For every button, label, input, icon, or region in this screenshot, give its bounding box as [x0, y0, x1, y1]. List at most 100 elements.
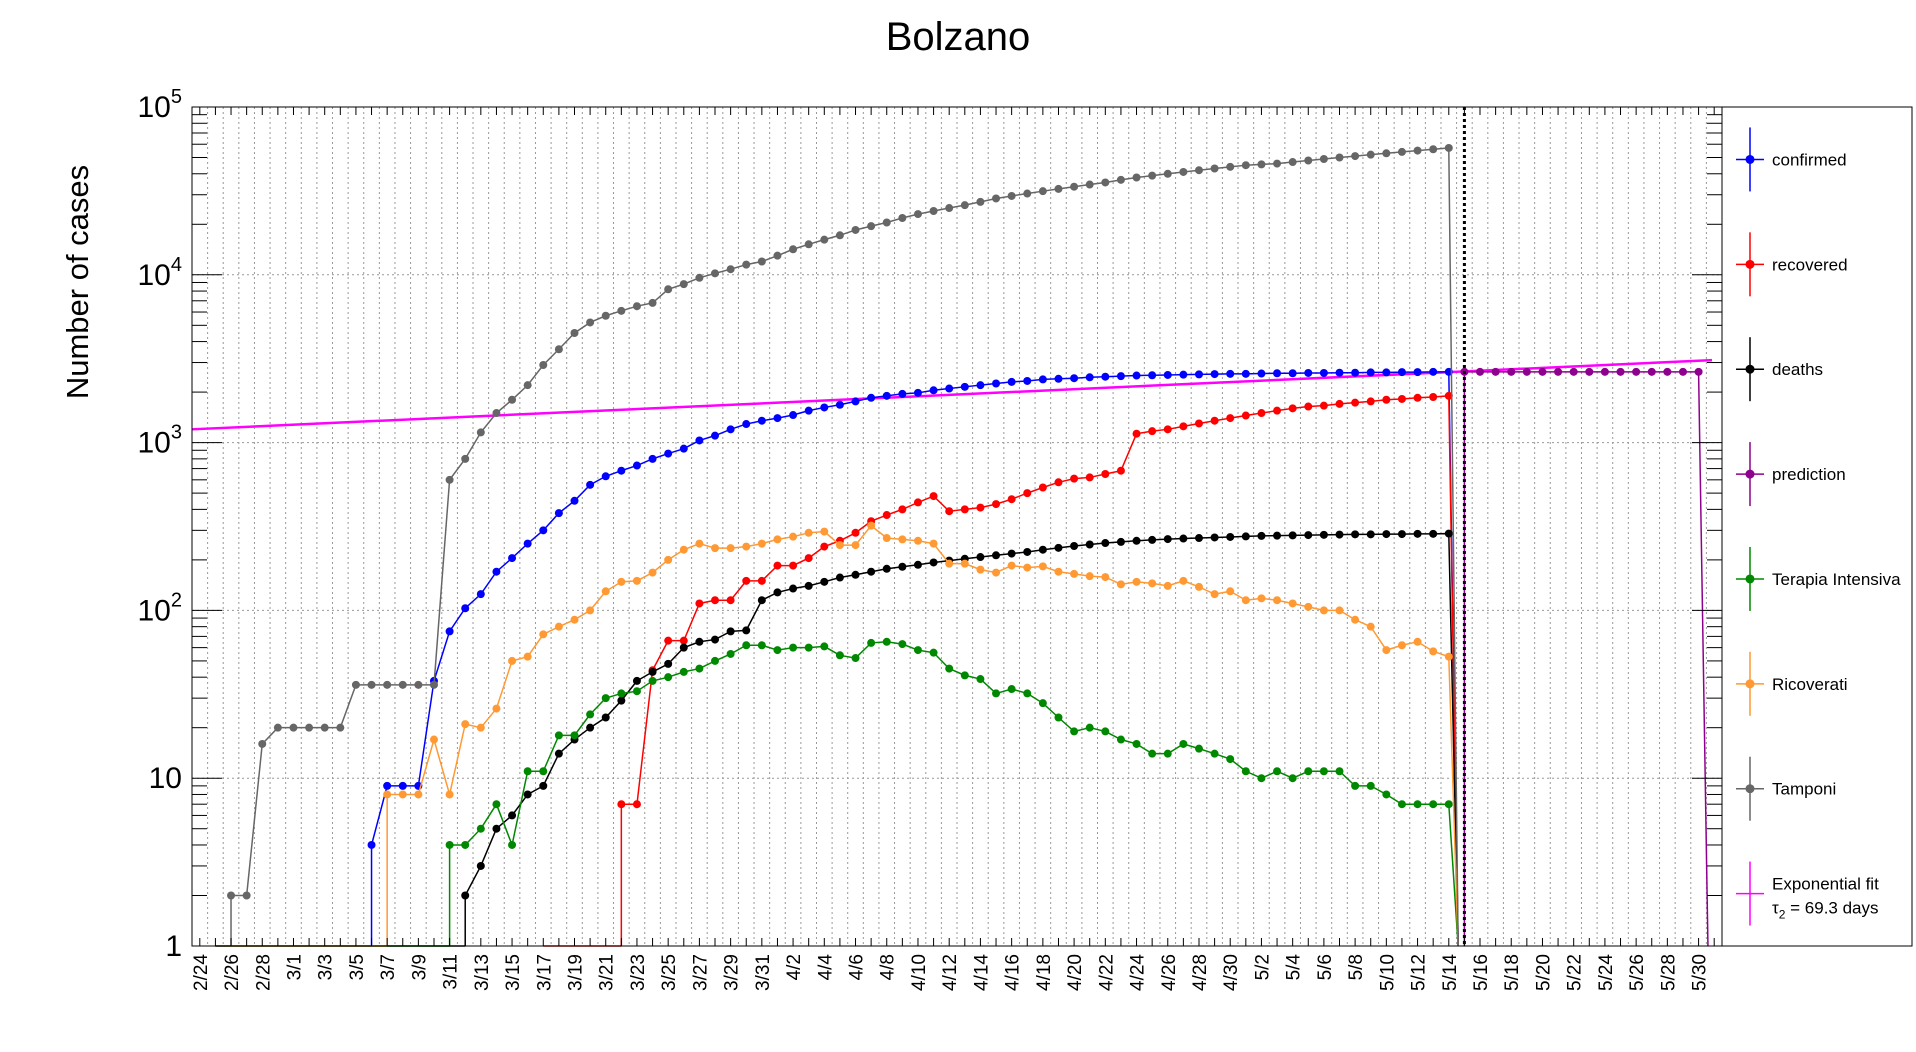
data-point-ricoverati — [1241, 596, 1250, 605]
x-tick-label: 3/1 — [284, 954, 305, 980]
fit-tau-subscript: 2 — [1779, 908, 1786, 922]
x-tick-label: 5/28 — [1658, 954, 1679, 991]
data-point-terapia-intensiva — [1007, 685, 1016, 694]
data-point-recovered — [789, 561, 798, 570]
data-point-terapia-intensiva — [820, 642, 829, 651]
data-point-tamponi — [976, 197, 985, 206]
data-point-recovered — [1226, 414, 1235, 423]
data-point-terapia-intensiva — [1054, 713, 1063, 722]
x-tick-label: 5/4 — [1284, 954, 1305, 981]
x-tick-label: 4/2 — [784, 954, 805, 980]
y-tick-label: 104 — [138, 254, 183, 292]
data-point-tamponi — [1273, 159, 1282, 168]
data-point-tamponi — [851, 225, 860, 234]
data-point-tamponi — [367, 680, 376, 689]
data-point-confirmed — [882, 391, 891, 400]
data-point-deaths — [1101, 539, 1110, 548]
data-point-tamponi — [804, 240, 813, 249]
data-point-ricoverati — [492, 704, 501, 713]
data-point-tamponi — [1163, 169, 1172, 178]
data-point-confirmed — [445, 627, 454, 636]
data-point-ricoverati — [1194, 582, 1203, 591]
data-point-deaths — [492, 824, 501, 833]
data-point-confirmed — [1085, 373, 1094, 382]
data-point-confirmed — [570, 496, 579, 505]
y-tick-label: 103 — [138, 422, 183, 460]
data-point-tamponi — [539, 361, 548, 370]
data-point-tamponi — [929, 207, 938, 216]
data-point-ricoverati — [742, 542, 751, 551]
data-point-deaths — [695, 637, 704, 646]
data-point-deaths — [1023, 547, 1032, 556]
data-point-confirmed — [664, 449, 673, 458]
x-tick-label: 3/13 — [472, 954, 493, 991]
data-point-tamponi — [1054, 184, 1063, 193]
data-point-ricoverati — [1085, 572, 1094, 581]
data-point-terapia-intensiva — [1210, 749, 1219, 758]
data-point-deaths — [1226, 532, 1235, 541]
data-point-tamponi — [992, 194, 1001, 203]
data-point-ricoverati — [1054, 567, 1063, 576]
legend-label: Terapia Intensiva — [1772, 570, 1901, 589]
series-line-prediction — [1463, 371, 1709, 947]
data-point-terapia-intensiva — [1148, 749, 1157, 758]
data-point-confirmed — [1116, 372, 1125, 381]
data-point-deaths — [1304, 531, 1313, 540]
data-point-terapia-intensiva — [1132, 739, 1141, 748]
data-point-deaths — [789, 584, 798, 593]
legend-marker — [1745, 784, 1755, 794]
data-point-tamponi — [664, 285, 673, 294]
data-point-recovered — [1116, 466, 1125, 475]
data-point-recovered — [1085, 473, 1094, 482]
data-point-terapia-intensiva — [1257, 774, 1266, 783]
data-point-ricoverati — [789, 532, 798, 541]
legend-marker — [1745, 469, 1755, 479]
data-point-ricoverati — [1319, 606, 1328, 615]
legend-label-fit-param: τ2 = 69.3 days — [1772, 899, 1879, 922]
data-point-ricoverati — [882, 534, 891, 543]
data-point-prediction — [1522, 367, 1531, 376]
data-point-deaths — [1366, 530, 1375, 539]
data-point-terapia-intensiva — [1319, 767, 1328, 776]
data-point-tamponi — [523, 381, 532, 390]
data-point-recovered — [1023, 489, 1032, 498]
data-point-ricoverati — [820, 527, 829, 536]
data-point-tamponi — [1007, 191, 1016, 200]
data-point-confirmed — [726, 425, 735, 434]
x-tick-label: 4/14 — [971, 954, 992, 991]
data-point-confirmed — [586, 480, 595, 489]
data-point-tamponi — [742, 260, 751, 269]
data-point-terapia-intensiva — [945, 664, 954, 673]
data-point-terapia-intensiva — [1288, 774, 1297, 783]
x-tick-label: 3/3 — [316, 954, 337, 980]
data-point-confirmed — [383, 781, 392, 790]
data-point-confirmed — [898, 389, 907, 398]
data-point-prediction — [1600, 367, 1609, 376]
data-point-terapia-intensiva — [1116, 735, 1125, 744]
data-point-recovered — [1210, 416, 1219, 425]
y-axis-label: Number of cases — [60, 165, 95, 399]
data-point-ricoverati — [1366, 622, 1375, 631]
data-point-ricoverati — [851, 541, 860, 550]
data-point-recovered — [1413, 393, 1422, 402]
x-tick-label: 5/22 — [1565, 954, 1586, 991]
data-point-deaths — [632, 676, 641, 685]
data-point-tamponi — [632, 302, 641, 311]
data-point-ricoverati — [726, 544, 735, 553]
legend-marker — [1745, 259, 1755, 269]
y-tick-base: 10 — [138, 259, 171, 292]
data-point-terapia-intensiva — [1194, 744, 1203, 753]
data-point-terapia-intensiva — [601, 694, 610, 703]
data-point-confirmed — [1038, 375, 1047, 384]
data-point-confirmed — [1413, 368, 1422, 377]
data-point-deaths — [835, 573, 844, 582]
x-tick-label: 3/11 — [441, 954, 462, 990]
data-point-recovered — [1148, 427, 1157, 436]
data-point-tamponi — [1210, 164, 1219, 173]
data-point-terapia-intensiva — [804, 643, 813, 652]
data-point-deaths — [992, 551, 1001, 560]
data-point-deaths — [523, 790, 532, 799]
data-point-terapia-intensiva — [913, 646, 922, 655]
data-point-tamponi — [508, 395, 517, 404]
data-point-confirmed — [757, 416, 766, 425]
